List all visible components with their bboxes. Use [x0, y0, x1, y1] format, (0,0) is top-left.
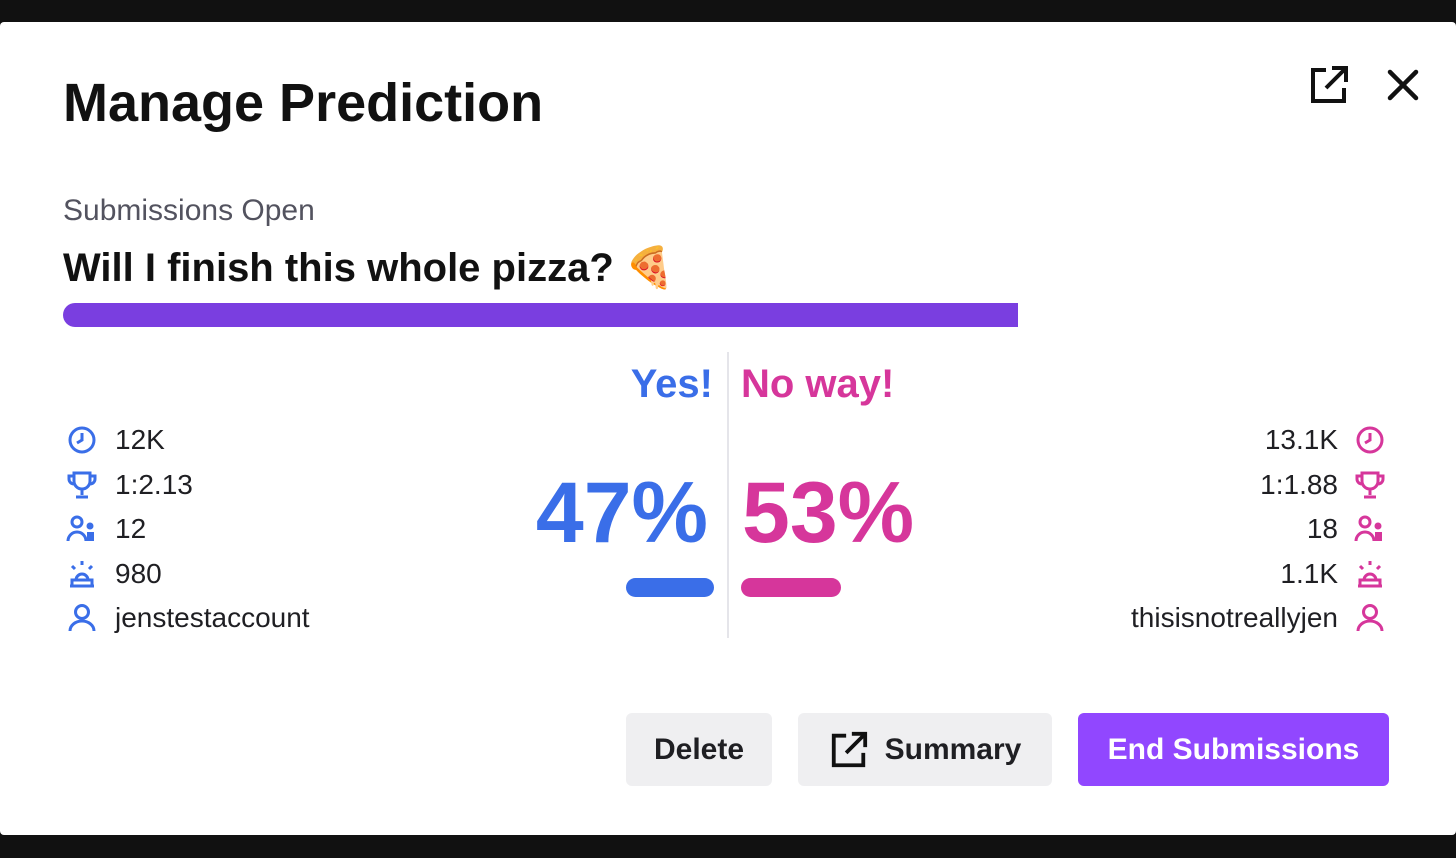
close-icon[interactable]: [1385, 67, 1421, 103]
stat-value: 980: [115, 557, 162, 589]
outcome-percent: 53%: [742, 465, 915, 561]
stat-icon: [1356, 604, 1384, 632]
button-label: Delete: [653, 732, 745, 766]
stat-value: 1:1.88: [1260, 468, 1338, 500]
outcome-name: No way!: [741, 362, 895, 406]
stat-value: 12: [115, 513, 147, 544]
timer-bar: [63, 303, 1018, 327]
delete-button[interactable]: Delete: [626, 713, 772, 786]
divider: [727, 352, 729, 638]
question: Will I finish this whole pizza? 🍕: [63, 246, 675, 290]
popout-icon[interactable]: [1308, 64, 1350, 106]
stat-icon: [67, 471, 97, 498]
stat-value: 1.1K: [1280, 557, 1338, 589]
button-label: End Submissions: [1107, 732, 1360, 766]
button-label: Summary: [884, 732, 1022, 766]
stat-icon: [66, 515, 94, 542]
stat-icon: [70, 560, 94, 587]
dialog: Manage Prediction Submissions Open Will …: [0, 22, 1456, 835]
dialog-title: Manage Prediction: [63, 73, 544, 133]
stat-icon: [1356, 426, 1384, 454]
stat-icon: [1358, 560, 1382, 587]
stat-icon: [1354, 515, 1382, 542]
outcome-percent: 47%: [535, 465, 708, 561]
summary-icon: [831, 731, 867, 767]
stat-value: thisisnotreallyjen: [1131, 602, 1338, 633]
stat-value: 13.1K: [1264, 424, 1338, 455]
stat-icon: [68, 604, 96, 632]
stat-value: 18: [1306, 513, 1338, 544]
stat-value: 1:2.13: [115, 468, 193, 500]
stat-value: 12K: [115, 424, 165, 455]
stat-icon: [68, 426, 96, 454]
outcome-bar: [626, 578, 714, 597]
summary-button[interactable]: Summary: [798, 713, 1052, 786]
status: Submissions Open: [63, 194, 315, 227]
stat-icon: [1355, 471, 1385, 498]
end-submissions-button[interactable]: End Submissions: [1078, 713, 1389, 786]
outcome-bar: [741, 578, 841, 597]
stat-value: jenstestaccount: [115, 602, 310, 633]
outcome-name: Yes!: [630, 362, 713, 406]
